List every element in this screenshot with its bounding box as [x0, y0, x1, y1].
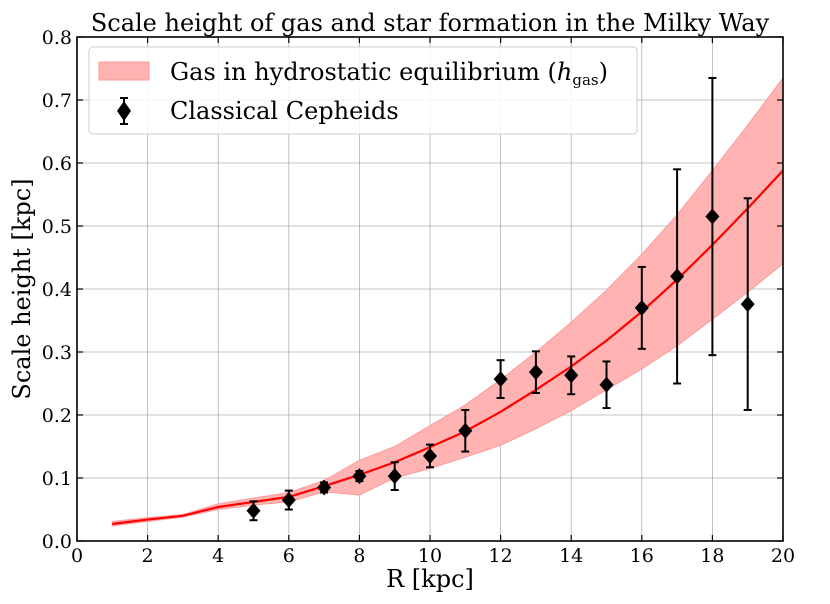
cepheid-point-2 — [281, 489, 296, 511]
cepheid-point-8 — [493, 359, 508, 399]
x-tick-label: 8 — [353, 545, 365, 567]
x-tick-label: 10 — [418, 545, 442, 567]
x-tick-label: 4 — [212, 545, 224, 567]
cepheid-point-4 — [352, 468, 367, 485]
legend-band-subscript: gas — [572, 71, 598, 89]
cepheid-diamond-marker — [352, 468, 367, 485]
y-tick-label: 0.6 — [42, 153, 72, 175]
legend-diamond-marker — [117, 101, 131, 121]
cepheid-diamond-marker — [387, 468, 402, 485]
legend-band-suffix: ) — [599, 58, 608, 86]
y-tick-label: 0.0 — [42, 531, 72, 553]
cepheid-point-6 — [423, 443, 437, 469]
cepheid-point-3 — [317, 479, 332, 496]
gas-band — [111, 76, 784, 527]
x-tick-label: 16 — [630, 545, 654, 567]
y-tick-label: 0.3 — [42, 342, 72, 364]
legend-band-swatch — [98, 61, 150, 81]
gas-model-line-path — [112, 169, 784, 526]
y-tick-label: 0.8 — [42, 27, 72, 49]
y-tick-label: 0.1 — [42, 468, 72, 490]
y-tick-label: 0.5 — [42, 216, 72, 238]
x-tick-label: 0 — [71, 545, 83, 567]
y-tick-label: 0.4 — [42, 279, 72, 301]
cepheid-diamond-marker — [423, 447, 437, 464]
cepheid-point-12 — [634, 265, 649, 350]
legend-box — [88, 46, 638, 135]
gas-model-line — [112, 169, 784, 526]
cepheid-point-9 — [528, 350, 543, 394]
cepheid-point-13 — [670, 168, 685, 385]
legend-band-prefix: Gas in hydrostatic equilibrium ( — [170, 58, 557, 86]
cepheid-diamond-marker — [458, 422, 473, 439]
chart-title: Scale height of gas and star formation i… — [91, 9, 770, 37]
legend-band-symbol: h — [557, 58, 572, 86]
cepheid-point-14 — [705, 76, 720, 357]
x-tick-label: 14 — [559, 545, 583, 567]
y-tick-label: 0.7 — [42, 90, 72, 112]
x-tick-label: 2 — [142, 545, 154, 567]
legend-band-label: Gas in hydrostatic equilibrium (hgas) — [170, 58, 608, 89]
cepheid-diamond-marker — [599, 376, 614, 393]
cepheid-point-7 — [458, 408, 473, 453]
gas-band-area — [111, 76, 784, 527]
axis-ticks: 0 2 4 6 8 10 12 14 16 18 20 0.0 0.1 0.2 0.3 0.4 0.5 0.6 0.… — [42, 27, 795, 567]
y-axis-label: Scale height [kpc] — [8, 178, 36, 399]
cepheid-point-5 — [387, 461, 402, 491]
x-tick-label: 18 — [700, 545, 724, 567]
cepheid-point-1 — [246, 500, 261, 522]
cepheid-diamond-marker — [528, 364, 543, 381]
cepheid-diamond-marker — [493, 371, 508, 388]
cepheid-point-10 — [564, 355, 579, 396]
cepheid-errorbars — [246, 76, 755, 522]
cepheid-diamond-marker — [564, 367, 579, 384]
legend: Gas in hydrostatic equilibrium (hgas) Cl… — [88, 46, 638, 135]
cepheid-point-11 — [599, 360, 614, 410]
cepheid-diamond-marker — [740, 296, 755, 313]
x-tick-label: 12 — [489, 545, 513, 567]
cepheid-diamond-marker — [705, 208, 720, 225]
cepheid-diamond-marker — [317, 479, 332, 496]
x-tick-label: 6 — [283, 545, 295, 567]
cepheid-diamond-marker — [281, 492, 296, 509]
cepheid-diamond-marker — [670, 268, 685, 285]
legend-points-label: Classical Cepheids — [170, 97, 399, 125]
cepheid-point-15 — [740, 197, 755, 411]
y-tick-label: 0.2 — [42, 405, 72, 427]
x-axis-label: R [kpc] — [386, 565, 474, 593]
cepheid-diamond-marker — [634, 299, 649, 316]
x-tick-label: 20 — [771, 545, 795, 567]
cepheid-diamond-marker — [246, 502, 261, 519]
